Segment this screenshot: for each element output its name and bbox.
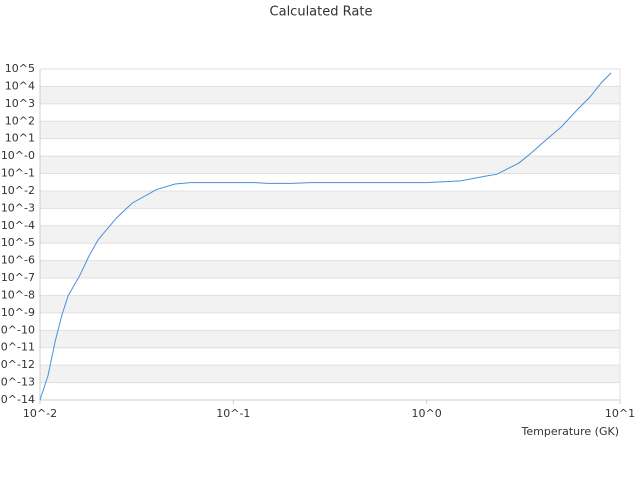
y-tick-label: 10^-4 [1,219,35,232]
data-line [39,72,612,401]
y-tick-label: 10^2 [5,114,35,127]
y-tick-label: 10^-10 [0,323,35,336]
grid-band [40,260,620,279]
grid-band [40,86,620,104]
y-tick-label: 10^5 [5,62,35,75]
grid-band [40,190,620,209]
y-tick-label: 10^-6 [1,254,35,267]
y-tick-label: 10^-14 [0,393,35,406]
y-tick-label: 10^-9 [1,306,35,319]
grid-band [40,225,620,244]
y-tick-label: 10^-8 [1,288,35,301]
grid-band [40,295,620,313]
chart-title: Calculated Rate [270,5,373,20]
x-tick-label: 10^-2 [23,407,57,420]
y-tick-label: 10^-11 [0,341,35,354]
y-tick-label: 10^3 [5,97,35,110]
y-tick-label: 10^1 [5,132,35,145]
x-tick-label: 10^0 [412,407,442,420]
y-tick-label: 10^-7 [1,271,35,284]
grid-band [40,330,620,348]
grid-band [40,365,620,383]
y-tick-label: 10^4 [5,79,35,92]
y-tick-label: 10^-13 [0,376,35,389]
grid-band [40,121,620,139]
y-tick-label: 10^-3 [1,201,35,214]
y-tick-label: 10^-0 [1,149,35,162]
grid-band [40,156,620,174]
y-tick-label: 10^-12 [0,358,35,371]
y-tick-label: 10^-2 [1,184,35,197]
y-tick-label: 10^-1 [1,167,35,180]
x-tick-label: 10^-1 [216,407,250,420]
y-tick-label: 10^-5 [1,236,35,249]
x-axis-label: Temperature (GK) [521,425,620,438]
x-tick-label: 10^1 [605,407,635,420]
